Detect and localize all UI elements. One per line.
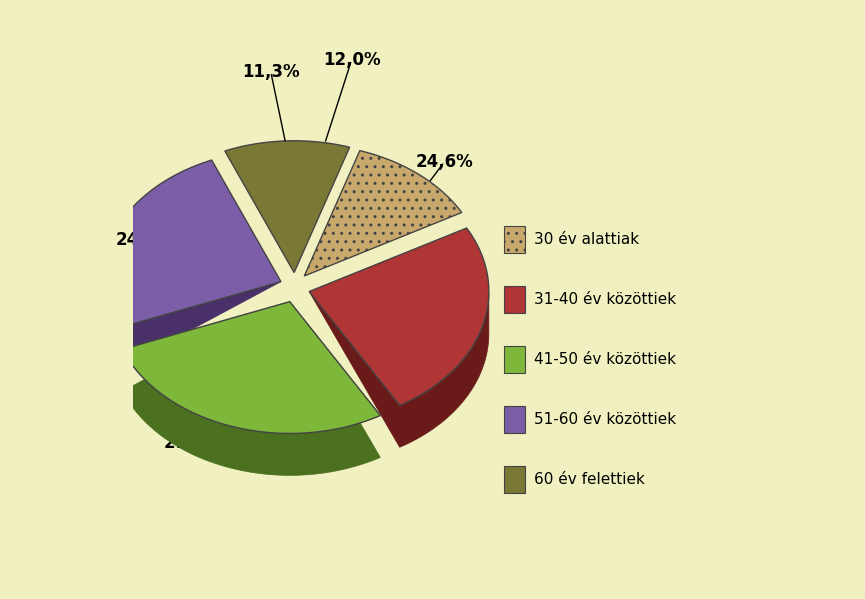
Polygon shape — [225, 141, 349, 273]
Text: 11,3%: 11,3% — [242, 63, 299, 81]
Text: 24,6%: 24,6% — [415, 153, 473, 171]
Text: 30 év alattiak: 30 év alattiak — [535, 232, 639, 247]
Text: 12,0%: 12,0% — [323, 51, 381, 69]
Polygon shape — [101, 282, 281, 371]
Polygon shape — [101, 160, 281, 329]
FancyBboxPatch shape — [504, 346, 525, 373]
Text: 51-60 év közöttiek: 51-60 év közöttiek — [535, 412, 676, 427]
Polygon shape — [309, 292, 489, 447]
FancyBboxPatch shape — [504, 286, 525, 313]
Text: 24,6%: 24,6% — [116, 231, 174, 249]
Polygon shape — [122, 302, 381, 434]
Text: 60 év felettiek: 60 év felettiek — [535, 471, 645, 487]
FancyBboxPatch shape — [504, 406, 525, 433]
FancyBboxPatch shape — [504, 466, 525, 492]
Text: 27,5%: 27,5% — [164, 434, 221, 452]
Polygon shape — [309, 228, 489, 406]
Text: 31-40 év közöttiek: 31-40 év közöttiek — [535, 292, 676, 307]
FancyBboxPatch shape — [504, 226, 525, 253]
Polygon shape — [304, 151, 462, 276]
Polygon shape — [122, 302, 381, 476]
Text: 41-50 év közöttiek: 41-50 év közöttiek — [535, 352, 676, 367]
